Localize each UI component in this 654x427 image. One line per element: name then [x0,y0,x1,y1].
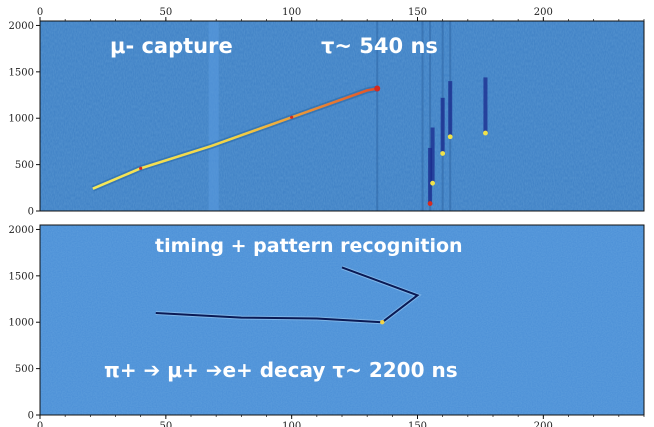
track-hot-point [290,115,294,119]
bottom-x-tick-label: 50 [159,421,172,427]
bottom-y-tick-label: 0 [28,411,34,422]
bottom-y-tick-label: 2000 [9,225,34,236]
bottom-panel: 0 50 100 150 200 0 500 1000 1500 2000 timing + p… [9,224,645,427]
bottom-x-tick-label: 100 [282,421,301,427]
top-plot-noise [40,21,644,211]
bottom-x-axis: 0 50 100 150 200 [37,415,645,427]
bottom-y-tick-label: 1000 [9,318,34,329]
top-x-tick-label: 150 [408,7,427,18]
pion-muon-track [155,266,420,324]
decay-hit [483,130,488,136]
noise-streak [421,21,424,211]
top-x-axis: 0 50 100 150 200 [37,7,645,21]
decay-streak [440,97,445,154]
decay-streak [430,127,435,184]
top-annotation-lifetime: τ~ 540 ns [321,34,438,58]
top-y-tick-label: 500 [15,160,34,171]
bottom-annotation-decay: π+ ➔ μ+ ➔e+ decay τ~ 2200 ns [104,358,458,382]
decay-hit [447,134,453,140]
kink-point [380,320,385,325]
decay-streak [448,81,453,137]
bottom-y-axis: 0 500 1000 1500 2000 [9,225,40,422]
bottom-x-tick-label: 0 [37,421,43,427]
top-y-tick-label: 1000 [9,114,34,125]
decay-hit [440,151,446,156]
decay-hit [430,180,435,186]
bottom-y-tick-label: 500 [15,364,34,375]
decay-hit [427,201,433,206]
decay-streak [428,147,433,204]
decay-streak [483,77,488,134]
top-y-axis: 0 500 1000 1500 2000 [9,21,40,218]
vertical-band [208,21,219,211]
stop-point [374,85,381,92]
top-panel: 0 50 100 150 200 0 500 1000 1500 2000 μ- capture… [9,7,645,218]
bottom-annotation-pattern: timing + pattern recognition [155,235,463,257]
bottom-x-tick-label: 150 [408,421,427,427]
top-y-tick-label: 2000 [9,21,34,32]
top-y-tick-label: 1500 [9,67,34,78]
top-x-tick-label: 0 [37,7,43,18]
top-y-tick-label: 0 [28,207,34,218]
top-x-tick-label: 50 [159,7,172,18]
top-annotation-capture: μ- capture [110,34,233,58]
noise-streak [376,21,379,211]
top-x-tick-label: 100 [282,7,301,18]
bottom-y-tick-label: 1500 [9,271,34,282]
bottom-tracks [155,265,422,325]
track-hot-point [139,166,143,170]
top-x-tick-label: 200 [534,7,553,18]
top-tracks [91,77,488,206]
bottom-x-tick-label: 200 [534,421,553,427]
muon-track [92,87,378,190]
noise-streak [429,21,432,211]
